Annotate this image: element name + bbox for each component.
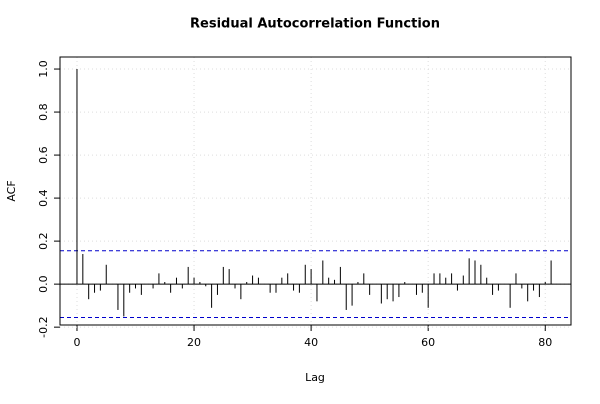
x-axis-label: Lag xyxy=(305,371,325,384)
plot-border xyxy=(59,56,572,326)
y-tick-label: 0.6 xyxy=(37,146,50,164)
x-tick-label: 60 xyxy=(421,336,435,349)
y-tick-label: 0.0 xyxy=(37,275,50,293)
x-tick-label: 20 xyxy=(187,336,201,349)
x-tick-label: 80 xyxy=(538,336,552,349)
x-tick-label: 0 xyxy=(73,336,80,349)
x-tick-label: 40 xyxy=(304,336,318,349)
y-tick-label: 0.4 xyxy=(37,189,50,207)
chart-title: Residual Autocorrelation Function xyxy=(190,17,440,32)
y-tick-label: 1.0 xyxy=(37,60,50,78)
y-tick-label: 0.8 xyxy=(37,103,50,121)
y-tick-label: -0.2 xyxy=(37,316,50,337)
y-axis-label: ACF xyxy=(5,180,18,201)
y-tick-label: 0.2 xyxy=(37,232,50,250)
